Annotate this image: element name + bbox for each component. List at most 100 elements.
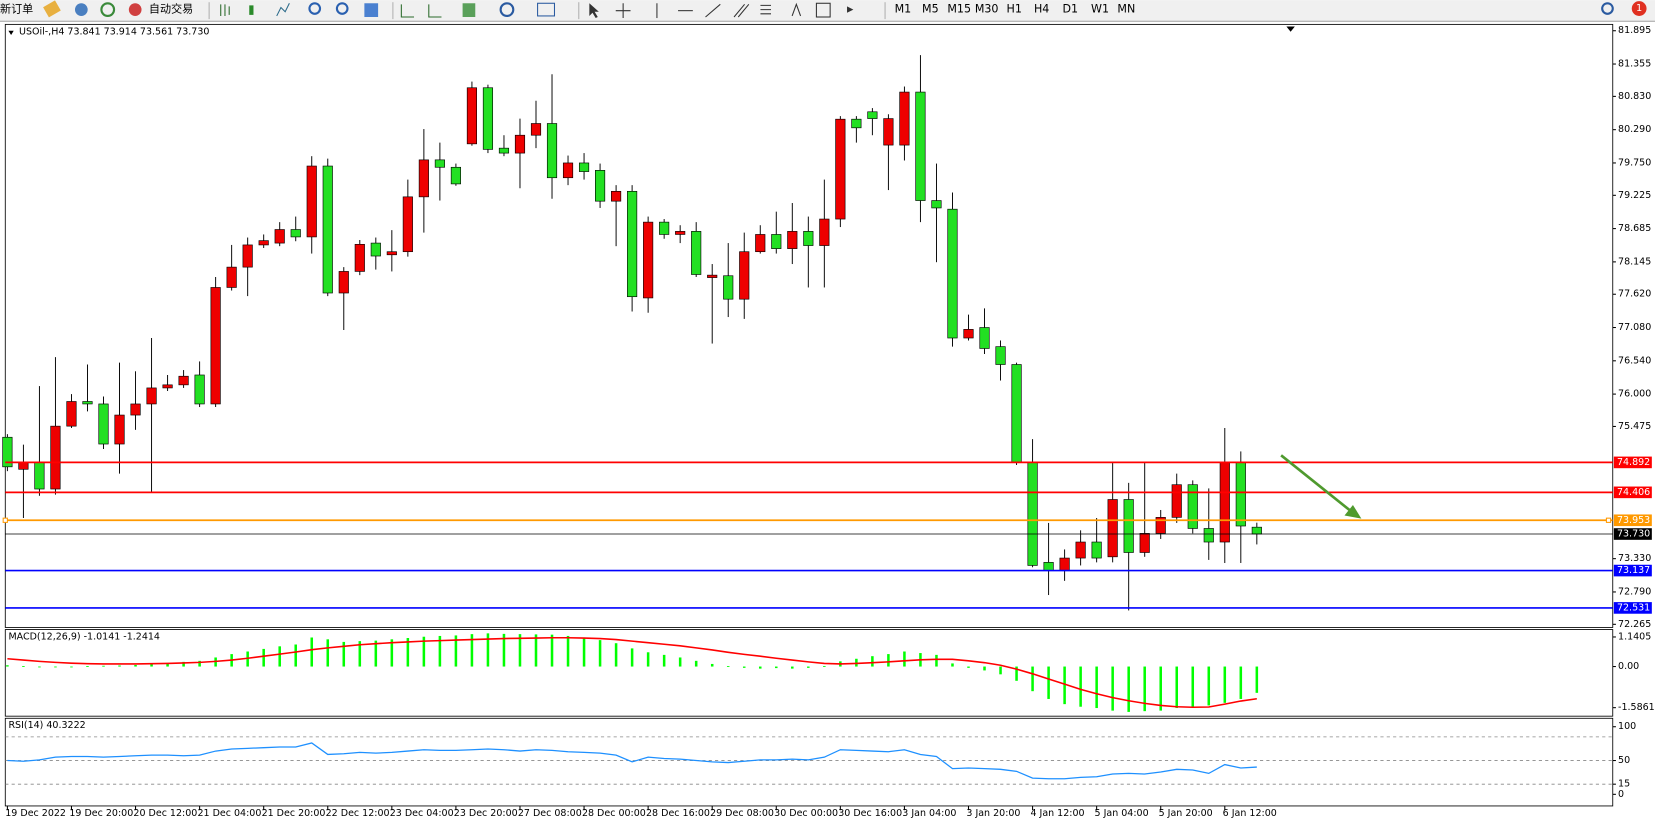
macd-bar (422, 636, 426, 667)
icon[interactable] (276, 3, 290, 17)
macd-bar (807, 666, 810, 668)
macd-bar (54, 666, 57, 668)
x-tick-label: 21 Dec 04:00 (198, 808, 262, 819)
macd-bar (1207, 666, 1211, 706)
y-tick-label: 78.685 (1618, 223, 1651, 234)
candle-body (546, 123, 558, 179)
icon[interactable] (499, 2, 515, 17)
timeframe-button[interactable]: M1 (895, 3, 912, 16)
icon[interactable] (705, 3, 721, 18)
icon[interactable] (128, 3, 142, 16)
macd-bar (22, 666, 25, 667)
candle-body (1251, 526, 1262, 535)
macd-bar (1063, 666, 1066, 705)
candle-body (274, 229, 285, 244)
timeframe-button[interactable]: D1 (1062, 3, 1078, 16)
icon[interactable] (428, 4, 442, 18)
macd-bar (6, 665, 9, 667)
icon[interactable] (760, 4, 771, 15)
icon[interactable] (249, 5, 254, 15)
icon[interactable] (462, 3, 476, 17)
timeframe-button[interactable]: M30 (975, 3, 999, 16)
macd-bar (1191, 666, 1195, 707)
candle-body (771, 234, 782, 249)
macd-bar (102, 665, 105, 667)
y-tick-label: 0.00 (1618, 661, 1639, 672)
candle-body (146, 387, 157, 405)
collapse-marker[interactable] (8, 30, 14, 35)
macd-bar (166, 662, 169, 667)
macd-bar (518, 634, 522, 667)
candle-body (130, 403, 141, 416)
notification-badge[interactable] (1631, 1, 1647, 16)
price-level-tag (1613, 528, 1652, 540)
candle-body (707, 274, 718, 278)
macd-bar (871, 656, 874, 667)
candle-body (851, 118, 862, 129)
macd-bar (726, 666, 730, 667)
y-tick-label: 50 (1618, 755, 1630, 766)
icon[interactable] (308, 2, 322, 15)
candle-body (450, 166, 461, 185)
price-panel (4, 23, 1614, 628)
timeframe-button[interactable]: MN (1117, 3, 1135, 16)
candle-body (867, 111, 878, 119)
y-tick-label: -1.5861 (1618, 702, 1655, 713)
candle-body (1219, 461, 1230, 543)
price-level-tag (1613, 514, 1652, 527)
icon[interactable] (220, 4, 230, 16)
macd-bar (742, 666, 746, 668)
macd-signal-line (7, 636, 1257, 709)
y-tick-label: 15 (1618, 779, 1630, 790)
icon[interactable] (791, 2, 802, 17)
icon[interactable] (589, 3, 599, 19)
candle-body (562, 162, 574, 179)
trend-arrow[interactable] (1280, 454, 1351, 512)
y-tick-label: 77.620 (1618, 289, 1651, 300)
trend-arrow-head[interactable] (1344, 504, 1362, 519)
candle-body (643, 221, 654, 299)
candle-body (1203, 528, 1214, 543)
macd-bar (662, 654, 666, 667)
candle-body (611, 190, 622, 202)
timeframe-button[interactable]: M5 (922, 3, 939, 16)
icon[interactable] (100, 2, 116, 17)
panel-title: RSI(14) 40.3222 (8, 720, 85, 731)
macd-bar (262, 648, 265, 667)
candle-body (947, 208, 958, 339)
icon[interactable] (335, 2, 349, 15)
candle-body (370, 242, 381, 257)
candle-body (995, 346, 1006, 365)
x-tick-label: 27 Dec 08:00 (518, 808, 582, 819)
price-level-label: 74.892 (1617, 457, 1650, 468)
icon[interactable] (815, 2, 831, 18)
icon[interactable] (364, 3, 379, 17)
candle-body (627, 190, 638, 298)
icon[interactable] (847, 6, 854, 13)
candle-body (114, 414, 125, 445)
timeframe-button[interactable]: H4 (1034, 3, 1049, 16)
search-icon[interactable] (1601, 2, 1614, 15)
shift-marker[interactable] (1286, 26, 1295, 32)
icon[interactable] (43, 0, 61, 18)
timeframe-button[interactable]: H1 (1007, 3, 1022, 16)
candle-body (434, 159, 445, 168)
panel-title: MACD(12,26,9) -1.0141 -1.2414 (8, 631, 160, 642)
icon[interactable] (74, 3, 88, 16)
level-handle[interactable] (2, 517, 8, 523)
x-tick-label: 22 Dec 12:00 (326, 808, 390, 819)
panel-title: USOil-,H4 73.841 73.914 73.561 73.730 (19, 26, 209, 37)
icon[interactable] (537, 2, 556, 17)
macd-bar (134, 664, 137, 667)
icon[interactable] (733, 3, 750, 18)
timeframe-button[interactable]: W1 (1091, 3, 1109, 16)
timeframe-button[interactable]: M15 (947, 3, 971, 16)
macd-bar (983, 666, 986, 671)
candle-body (803, 231, 814, 246)
icon[interactable] (400, 4, 415, 18)
auto-trading-button[interactable]: 自动交易 (149, 2, 193, 16)
macd-bar (630, 648, 634, 667)
new-order-button[interactable]: 新订单 (0, 2, 33, 16)
level-handle[interactable] (1605, 517, 1612, 523)
icon[interactable] (615, 3, 631, 19)
